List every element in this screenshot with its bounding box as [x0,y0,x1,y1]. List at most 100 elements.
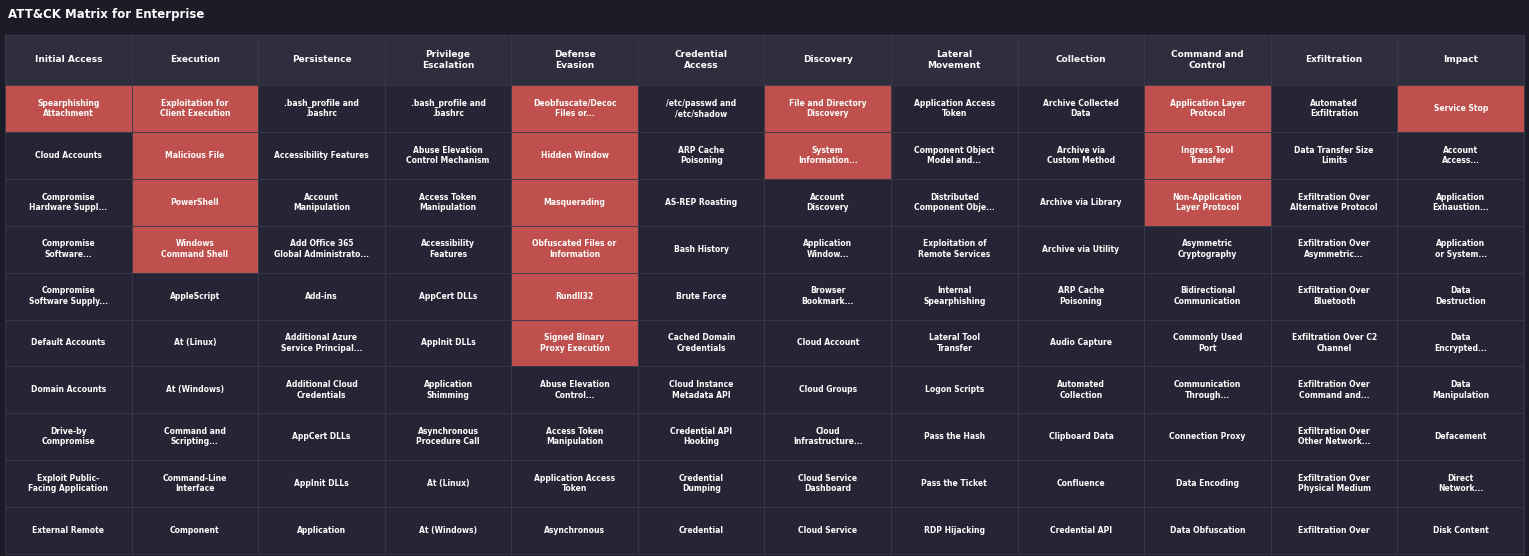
Text: Exfiltration Over
Bluetooth: Exfiltration Over Bluetooth [1298,286,1370,306]
Text: Compromise
Software Supply...: Compromise Software Supply... [29,286,107,306]
Bar [1018,35,1144,85]
Text: Distributed
Component Obje...: Distributed Component Obje... [914,192,995,212]
Text: Additional Cloud
Credentials: Additional Cloud Credentials [286,380,358,400]
Bar [5,272,131,320]
Bar [1144,226,1271,272]
Bar [511,226,638,272]
Bar [131,413,258,460]
Bar [5,179,131,226]
Bar [385,179,511,226]
Text: Defense
Evasion: Defense Evasion [553,50,595,70]
Text: ARP Cache
Poisoning: ARP Cache Poisoning [1058,286,1104,306]
Bar [1144,179,1271,226]
Text: Hidden Window: Hidden Window [541,151,609,160]
Bar [258,507,385,554]
Bar [1271,226,1398,272]
Bar [1144,413,1271,460]
Bar [891,226,1018,272]
Text: Cloud Service: Cloud Service [798,526,858,535]
Bar [1144,320,1271,366]
Bar [891,132,1018,179]
Text: Cloud Service
Dashboard: Cloud Service Dashboard [798,474,858,493]
Bar [131,35,258,85]
Text: Compromise
Hardware Suppl...: Compromise Hardware Suppl... [29,192,107,212]
Text: Application
Window...: Application Window... [803,240,852,259]
Bar [1018,366,1144,413]
Bar [1398,507,1524,554]
Text: Defacement: Defacement [1434,432,1486,441]
Bar [764,413,891,460]
Text: Deobfuscate/Decoc
Files or...: Deobfuscate/Decoc Files or... [532,99,616,118]
Bar [511,366,638,413]
Text: At (Linux): At (Linux) [174,339,216,348]
Text: Rundll32: Rundll32 [555,291,593,301]
Bar [764,35,891,85]
Text: Archive via
Custom Method: Archive via Custom Method [1047,146,1115,165]
Text: Clipboard Data: Clipboard Data [1049,432,1113,441]
Text: AppInit DLLs: AppInit DLLs [420,339,476,348]
Bar [511,507,638,554]
Bar [638,179,764,226]
Bar [258,179,385,226]
Bar [511,179,638,226]
Bar [1271,507,1398,554]
Text: Abuse Elevation
Control...: Abuse Elevation Control... [540,380,610,400]
Bar [891,35,1018,85]
Bar [511,460,638,507]
Text: Lateral
Movement: Lateral Movement [928,50,982,70]
Text: Exploitation of
Remote Services: Exploitation of Remote Services [919,240,991,259]
Bar [1271,85,1398,132]
Bar [764,320,891,366]
Bar [891,272,1018,320]
Bar [764,507,891,554]
Text: Command-Line
Interface: Command-Line Interface [162,474,228,493]
Bar [511,320,638,366]
Text: Discovery: Discovery [803,56,853,64]
Text: Application
Shimming: Application Shimming [424,380,472,400]
Text: AppCert DLLs: AppCert DLLs [419,291,477,301]
Bar [1398,35,1524,85]
Bar [1144,35,1271,85]
Bar [511,85,638,132]
Text: ATT&CK Matrix for Enterprise: ATT&CK Matrix for Enterprise [8,8,205,21]
Text: Brute Force: Brute Force [676,291,726,301]
Text: Credential: Credential [679,526,723,535]
Text: Drive-by
Compromise: Drive-by Compromise [41,427,95,446]
Bar [258,35,385,85]
Text: Direct
Network...: Direct Network... [1439,474,1483,493]
Bar [638,320,764,366]
Text: Persistence: Persistence [292,56,352,64]
Bar [131,460,258,507]
Text: Non-Application
Layer Protocol: Non-Application Layer Protocol [1173,192,1243,212]
Text: Application
or System...: Application or System... [1434,240,1486,259]
Bar [1271,35,1398,85]
Text: Logon Scripts: Logon Scripts [925,385,985,394]
Bar [1398,320,1524,366]
Bar [5,35,1524,85]
Bar [764,272,891,320]
Text: Pass the Ticket: Pass the Ticket [922,479,988,488]
Text: Asymmetric
Cryptography: Asymmetric Cryptography [1177,240,1237,259]
Bar [891,507,1018,554]
Text: AppInit DLLs: AppInit DLLs [294,479,349,488]
Text: Compromise
Software...: Compromise Software... [41,240,95,259]
Bar [5,132,131,179]
Text: Account
Discovery: Account Discovery [806,192,849,212]
Bar [5,507,131,554]
Bar [1018,413,1144,460]
Text: Asynchronous: Asynchronous [544,526,605,535]
Bar [764,179,891,226]
Text: Credential
Dumping: Credential Dumping [679,474,723,493]
Text: Disk Content: Disk Content [1433,526,1489,535]
Bar [5,413,131,460]
Bar [385,320,511,366]
Bar [1144,460,1271,507]
Bar [385,366,511,413]
Bar [131,272,258,320]
Text: RDP Hijacking: RDP Hijacking [924,526,985,535]
Bar [385,85,511,132]
Text: At (Windows): At (Windows) [419,526,477,535]
Text: Exfiltration Over
Other Network...: Exfiltration Over Other Network... [1298,427,1370,446]
Text: Internal
Spearphishing: Internal Spearphishing [924,286,986,306]
Text: Access Token
Manipulation: Access Token Manipulation [419,192,477,212]
